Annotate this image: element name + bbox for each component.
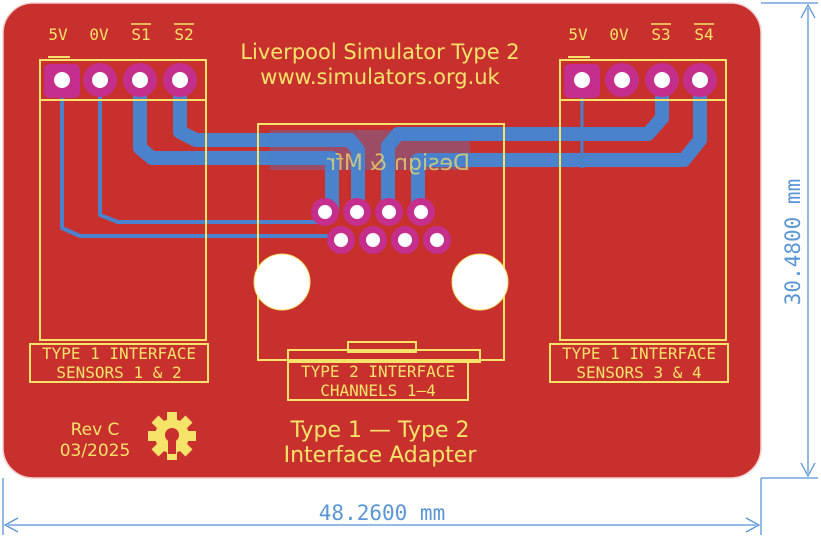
- left-pin-label-3: S1: [131, 25, 150, 44]
- left-pin-label-1: 5V: [48, 25, 68, 44]
- right-pin-label-2: 0V: [609, 25, 629, 44]
- right-pin-label-3: S3: [651, 25, 670, 44]
- right-pin-label-1: 5V: [568, 25, 588, 44]
- copper-traces: [60, 80, 707, 238]
- board-title: Liverpool Simulator Type 2: [240, 40, 519, 64]
- left-pin-label-4: S2: [174, 25, 193, 44]
- left-label-line2: SENSORS 1 & 2: [56, 363, 181, 382]
- height-dimension-label: 30.4800 mm: [781, 179, 805, 305]
- height-dimension: [761, 2, 818, 479]
- footer-line1: Type 1 — Type 2: [289, 418, 469, 443]
- right-label-line2: SENSORS 3 & 4: [576, 363, 701, 382]
- width-dimension: [2, 478, 762, 535]
- open-hardware-gear-icon: [148, 412, 196, 460]
- right-pin-label-4: S4: [694, 25, 713, 44]
- silkscreen-outlines: [29, 56, 729, 401]
- right-label-line1: TYPE 1 INTERFACE: [562, 344, 716, 363]
- center-label-line1: TYPE 2 INTERFACE: [301, 362, 455, 381]
- left-label-line1: TYPE 1 INTERFACE: [42, 344, 196, 363]
- width-dimension-label: 48.2600 mm: [319, 501, 445, 525]
- rev-date: 03/2025: [60, 441, 131, 461]
- footer-line2: Interface Adapter: [284, 443, 478, 468]
- board-url: www.simulators.org.uk: [260, 65, 500, 89]
- right-header-pads: [564, 63, 717, 98]
- rev-label: Rev C: [71, 420, 120, 440]
- mounting-hole-left: [253, 253, 311, 311]
- center-label-line2: CHANNELS 1–4: [320, 381, 436, 400]
- mirrored-back-text: Design & Mfr: [326, 151, 470, 176]
- center-connector-pads: [311, 198, 451, 254]
- left-pin-label-2: 0V: [89, 25, 109, 44]
- mounting-hole-right: [451, 253, 509, 311]
- left-header-pads: [44, 63, 197, 98]
